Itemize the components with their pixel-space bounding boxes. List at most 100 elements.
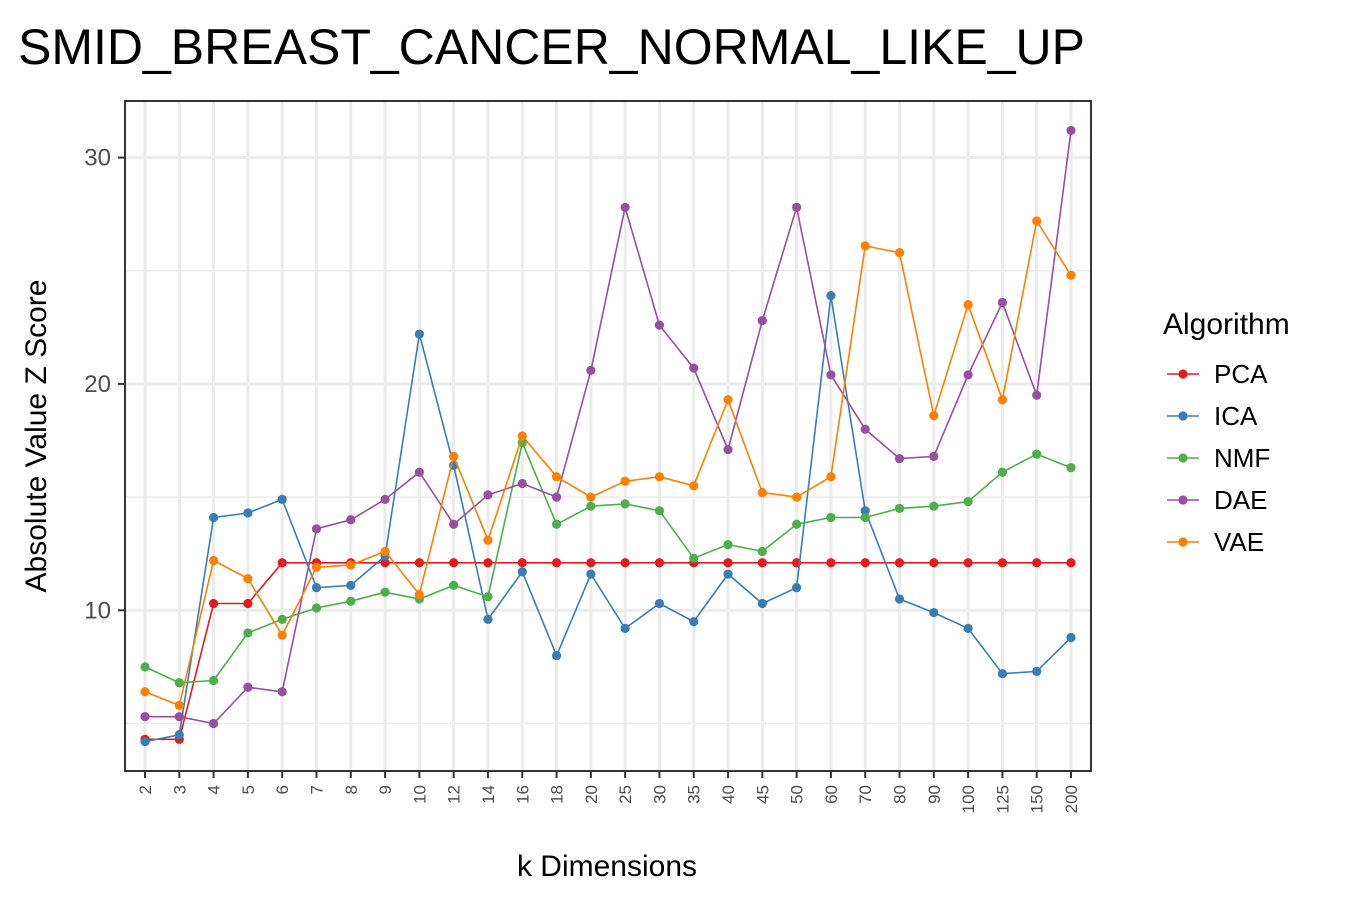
data-point-vae xyxy=(963,300,973,310)
data-point-ica xyxy=(1066,632,1076,643)
x-tick-label: 9 xyxy=(376,785,395,794)
data-point-nmf xyxy=(963,497,973,507)
data-point-nmf xyxy=(208,675,219,686)
data-point-dae xyxy=(654,320,665,330)
data-point-dae xyxy=(723,444,733,455)
data-point-pca xyxy=(826,558,836,568)
data-point-nmf xyxy=(826,512,836,523)
x-tick-label: 20 xyxy=(582,785,601,804)
data-point-ica xyxy=(311,583,322,593)
data-point-pca xyxy=(757,558,767,568)
x-tick-label: 14 xyxy=(479,785,498,804)
data-point-dae xyxy=(517,478,527,489)
data-point-pca xyxy=(277,558,287,568)
data-point-ica xyxy=(243,508,253,518)
data-point-ica xyxy=(346,580,356,590)
x-tick-label: 70 xyxy=(856,785,875,804)
data-point-nmf xyxy=(483,592,493,602)
x-tick-label: 150 xyxy=(1028,785,1047,813)
data-point-nmf xyxy=(174,678,184,688)
data-point-vae xyxy=(483,535,493,545)
data-point-dae xyxy=(792,202,802,212)
x-tick-label: 25 xyxy=(616,785,635,804)
data-point-pca xyxy=(414,558,424,568)
data-point-pca xyxy=(449,558,459,568)
series-dae xyxy=(140,125,1076,729)
data-point-nmf xyxy=(311,603,322,613)
data-point-pca xyxy=(723,558,733,568)
data-point-nmf xyxy=(757,546,767,557)
data-point-nmf xyxy=(654,506,665,516)
data-point-ica xyxy=(483,614,493,624)
plot-panel-border xyxy=(124,100,1092,772)
data-point-pca xyxy=(1032,558,1042,568)
chart-title: SMID_BREAST_CANCER_NORMAL_LIKE_UP xyxy=(18,19,1085,75)
data-point-vae xyxy=(208,555,219,566)
data-point-dae xyxy=(826,370,836,380)
x-tick-label: 50 xyxy=(788,785,807,804)
data-point-pca xyxy=(860,558,870,568)
y-axis-ticks: 10 20 30 xyxy=(84,145,125,624)
x-tick-label: 6 xyxy=(273,785,292,794)
data-point-vae xyxy=(140,687,150,697)
x-tick-label: 30 xyxy=(650,785,669,804)
data-point-vae xyxy=(517,431,527,441)
x-tick-label: 4 xyxy=(205,785,224,794)
data-point-vae xyxy=(346,560,356,570)
data-point-ica xyxy=(689,617,699,627)
legend-label: PCA xyxy=(1214,359,1268,389)
data-point-ica xyxy=(277,494,287,504)
legend-key-point xyxy=(1178,369,1188,379)
data-point-ica xyxy=(792,583,802,593)
data-point-nmf xyxy=(997,467,1008,477)
x-tick-label: 100 xyxy=(959,785,978,813)
data-point-nmf xyxy=(1066,463,1076,473)
legend-label: ICA xyxy=(1214,401,1258,431)
x-tick-label: 12 xyxy=(445,785,464,804)
data-point-vae xyxy=(1066,270,1076,280)
data-point-vae xyxy=(723,395,733,405)
data-point-dae xyxy=(586,365,596,375)
legend-item-pca: PCA xyxy=(1167,359,1268,389)
data-point-dae xyxy=(483,490,493,500)
data-point-ica xyxy=(586,569,596,579)
data-point-pca xyxy=(586,558,596,568)
data-point-dae xyxy=(620,202,630,212)
x-tick-label: 200 xyxy=(1062,785,1081,813)
data-point-ica xyxy=(894,594,905,604)
data-point-vae xyxy=(757,487,767,498)
data-point-vae xyxy=(380,546,390,557)
data-point-vae xyxy=(620,476,630,486)
x-tick-label: 45 xyxy=(753,785,772,804)
data-point-vae xyxy=(243,574,253,584)
data-point-vae xyxy=(997,395,1008,405)
data-point-dae xyxy=(346,515,356,525)
data-point-nmf xyxy=(449,580,459,590)
data-point-pca xyxy=(654,558,665,568)
data-point-vae xyxy=(929,411,939,421)
x-axis-ticks: 2 3 4 5 6 7 8 9 10 12 14 16 18 20 25 30 35 40 45 50 60 70 80 90… xyxy=(136,771,1081,813)
data-point-pca xyxy=(483,558,493,568)
data-point-dae xyxy=(380,494,390,504)
y-tick-label: 20 xyxy=(84,371,111,398)
data-point-vae xyxy=(449,451,459,461)
x-tick-label: 10 xyxy=(410,785,429,804)
data-point-nmf xyxy=(723,540,733,550)
data-point-dae xyxy=(277,687,287,697)
series-pca xyxy=(140,558,1076,744)
data-point-pca xyxy=(997,558,1008,568)
data-point-dae xyxy=(997,297,1008,308)
data-point-pca xyxy=(517,558,527,568)
data-point-dae xyxy=(311,524,322,534)
y-axis-title: Absolute Value Z Score xyxy=(20,280,53,593)
data-point-pca xyxy=(1066,558,1076,568)
data-point-pca xyxy=(963,558,973,568)
data-point-ica xyxy=(860,506,870,516)
x-tick-label: 8 xyxy=(342,785,361,794)
data-point-vae xyxy=(551,472,562,482)
data-point-vae xyxy=(792,492,802,502)
data-point-ica xyxy=(929,607,939,618)
data-point-nmf xyxy=(346,596,356,606)
data-point-ica xyxy=(654,598,665,609)
data-point-ica xyxy=(620,623,630,633)
